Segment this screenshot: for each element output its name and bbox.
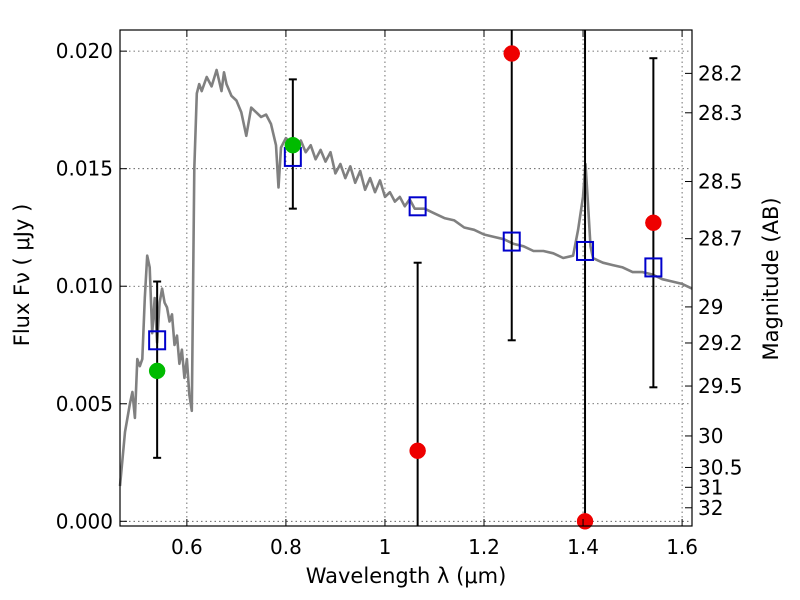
x-tick-label: 1.2 bbox=[468, 535, 500, 559]
model-square-marker bbox=[502, 231, 521, 252]
mag-tick-label: 32 bbox=[698, 496, 723, 520]
x-tick-label: 0.8 bbox=[270, 535, 302, 559]
limit-circle-marker bbox=[645, 214, 662, 232]
mag-tick-label: 31 bbox=[698, 475, 723, 499]
x-tick-label: 1.6 bbox=[666, 535, 698, 559]
y-axis-label: Flux Fν ( μJy ) bbox=[10, 204, 34, 347]
mag-tick-label: 28.7 bbox=[698, 227, 743, 251]
y-tick-label: 0.000 bbox=[56, 509, 113, 533]
x-tick-label: 0.6 bbox=[171, 535, 203, 559]
y2-axis-label: Magnitude (AB) bbox=[759, 197, 783, 360]
y-tick-label: 0.005 bbox=[56, 392, 113, 416]
x-axis-label: Wavelength λ (μm) bbox=[306, 564, 507, 588]
model-square-marker bbox=[576, 240, 595, 261]
marker-layer bbox=[148, 45, 663, 530]
limit-circle-marker bbox=[503, 45, 520, 62]
x-tick-label: 1 bbox=[379, 535, 392, 559]
mag-tick-label: 28.5 bbox=[698, 170, 743, 194]
mag-tick-label: 29.2 bbox=[698, 331, 743, 355]
errorbar-layer bbox=[153, 30, 658, 526]
sed-curve-layer bbox=[118, 68, 693, 487]
y-tick-label: 0.015 bbox=[56, 157, 113, 181]
grid-layer bbox=[120, 30, 692, 526]
y-tick-label: 0.010 bbox=[56, 274, 113, 298]
model-square-marker bbox=[148, 330, 167, 351]
tick-layer: 0.6 0.8 1 1.2 1.4 1.6 0.000 0.005 0.010 0.015 0.02… bbox=[56, 30, 743, 559]
model-square-marker bbox=[408, 196, 427, 217]
sed-template-line bbox=[118, 68, 693, 487]
mag-tick-label: 30 bbox=[698, 424, 723, 448]
plot-frame bbox=[119, 29, 693, 527]
mag-tick-label: 29 bbox=[698, 295, 723, 319]
mag-tick-label: 28.2 bbox=[698, 61, 743, 85]
detection-circle-marker bbox=[284, 136, 302, 154]
mag-tick-label: 29.5 bbox=[698, 374, 743, 398]
mag-tick-label: 30.5 bbox=[698, 455, 743, 479]
limit-circle-marker bbox=[576, 513, 594, 530]
detection-circle-marker bbox=[148, 362, 166, 380]
model-square-marker bbox=[644, 257, 663, 278]
y-tick-label: 0.020 bbox=[56, 39, 113, 63]
limit-circle-marker bbox=[409, 442, 426, 460]
x-tick-label: 1.4 bbox=[567, 535, 599, 559]
mag-tick-label: 28.3 bbox=[698, 101, 743, 125]
